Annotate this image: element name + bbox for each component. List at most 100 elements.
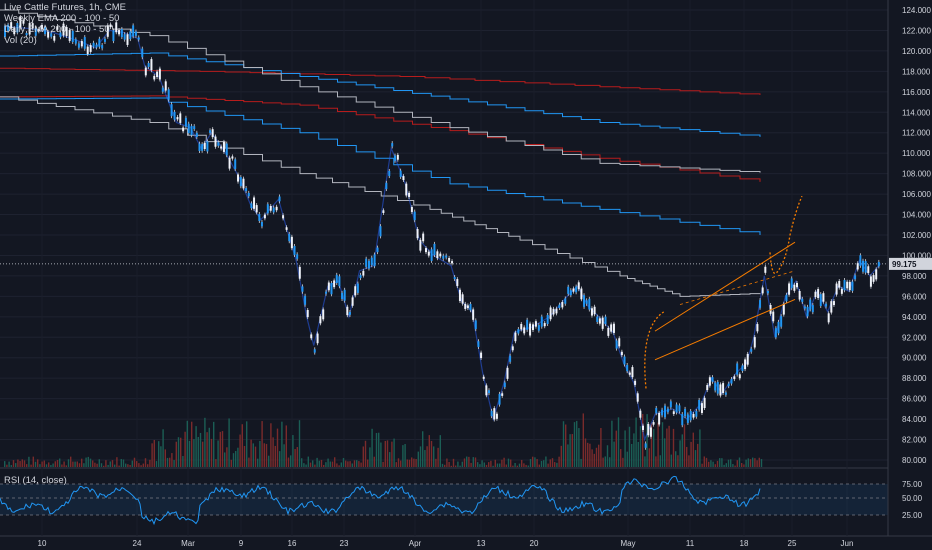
- volume-bar: [338, 465, 340, 467]
- candle-body: [819, 294, 822, 307]
- candle-body: [774, 328, 777, 338]
- candle-body: [77, 43, 80, 48]
- candle-body: [40, 24, 43, 30]
- candle-body: [764, 266, 767, 273]
- volume-bar: [283, 444, 285, 467]
- volume-bar: [694, 450, 697, 467]
- candle-body: [555, 308, 558, 314]
- candle-body: [187, 123, 190, 134]
- candle-body: [16, 23, 19, 33]
- candle-body: [245, 188, 248, 192]
- volume-bar: [272, 437, 274, 467]
- volume-bar: [622, 457, 624, 467]
- volume-bar: [644, 456, 646, 467]
- candle-body: [25, 32, 28, 36]
- volume-bar: [391, 441, 393, 467]
- volume-bar: [129, 465, 131, 467]
- volume-bar: [705, 457, 708, 467]
- candle-body: [137, 37, 140, 40]
- candle-body: [413, 211, 416, 221]
- volume-bar: [560, 445, 562, 467]
- volume-bar: [496, 463, 499, 467]
- candle-body: [195, 132, 198, 137]
- channel-upper: [654, 241, 796, 332]
- candle-body: [335, 274, 338, 284]
- x-tick-label: 23: [340, 539, 349, 548]
- candle-body: [83, 37, 86, 49]
- candle-body: [456, 279, 459, 287]
- volume-bar: [474, 457, 477, 467]
- volume-bar: [164, 449, 166, 467]
- candle-body: [666, 408, 669, 413]
- candle-body: [610, 324, 613, 332]
- chart-title[interactable]: Live Cattle Futures, 1h, CME: [4, 2, 126, 13]
- volume-bar: [59, 458, 61, 467]
- candle-body: [176, 117, 179, 120]
- candle-body: [333, 280, 336, 288]
- candle-body: [330, 283, 333, 295]
- volume-bar: [600, 428, 602, 467]
- x-tick-label: 25: [788, 539, 797, 548]
- y-tick-label: 84.000: [902, 415, 927, 424]
- volume-bar: [411, 457, 413, 467]
- volume-bar: [626, 451, 628, 467]
- volume-bar: [301, 458, 303, 467]
- volume-bar: [153, 439, 155, 467]
- candle-body: [722, 383, 725, 394]
- volume-bar: [246, 421, 248, 467]
- candle-body: [237, 174, 240, 182]
- candle-body: [214, 136, 217, 147]
- volume-bar: [116, 457, 118, 467]
- candle-body: [112, 30, 115, 42]
- volume-bar: [70, 456, 72, 467]
- candle-body: [664, 405, 666, 418]
- daily-ema-label[interactable]: Daily EMA 200 - 100 - 50: [4, 24, 110, 35]
- candle-body: [809, 299, 812, 310]
- candle-body: [736, 363, 739, 375]
- time-axis[interactable]: 10 24 Mar 9 16 23 Apr 13 20 May 11 18 25 Jun: [38, 539, 854, 548]
- volume-bar: [41, 461, 43, 467]
- x-tick-label: Apr: [409, 539, 422, 548]
- rsi-label[interactable]: RSI (14, close): [4, 475, 67, 486]
- candle-body: [173, 111, 176, 120]
- volume-bar: [270, 423, 272, 467]
- candle-body: [703, 397, 706, 409]
- volume-bar: [125, 463, 127, 467]
- volume-label[interactable]: Vol (20): [4, 35, 37, 46]
- volume-bar: [505, 464, 507, 467]
- candle-body: [488, 390, 490, 394]
- volume-bar: [672, 428, 675, 467]
- weekly-ema-label[interactable]: Weekly EMA 200 - 100 - 50: [4, 13, 120, 24]
- price-axis[interactable]: 124.000 122.000 120.000 118.000 116.000 114.0…: [887, 0, 932, 536]
- volume-bar: [584, 438, 587, 467]
- volume-bar: [741, 462, 743, 467]
- candle-body: [118, 30, 121, 35]
- weekly-ema-100: [0, 95, 761, 182]
- volume-bar: [433, 446, 435, 467]
- weekly-ema-200: [0, 67, 761, 95]
- y-tick-label: 98.000: [902, 272, 927, 281]
- volume-bar: [648, 448, 650, 467]
- volume-bar: [309, 462, 312, 467]
- candle-body: [433, 243, 436, 256]
- channel-mid: [679, 270, 796, 305]
- candle-body: [634, 380, 637, 385]
- volume-bar: [578, 428, 580, 467]
- candle-body: [772, 311, 775, 322]
- candle-body: [872, 275, 875, 282]
- volume-bar: [362, 446, 364, 467]
- volume-bar: [587, 442, 589, 467]
- candle-body: [103, 38, 106, 42]
- volume-bar: [512, 465, 514, 467]
- volume-bar: [492, 465, 494, 467]
- volume-bar: [250, 439, 252, 467]
- volume-bar: [17, 459, 19, 467]
- y-tick-label: 118.000: [902, 67, 931, 76]
- candle-body: [126, 34, 129, 45]
- candle-body: [811, 305, 814, 313]
- candle-body: [290, 236, 293, 249]
- candle-body: [228, 157, 231, 169]
- candle-body: [766, 290, 769, 294]
- candle-body: [263, 214, 266, 219]
